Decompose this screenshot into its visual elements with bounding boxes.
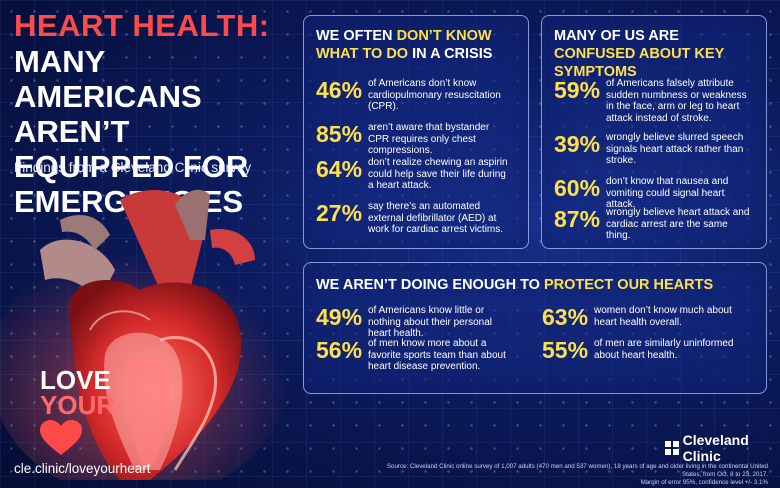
love-your-heart-logo: LOVE YOUR	[40, 365, 116, 456]
stat-row: 27% say there’s an automated external de…	[316, 201, 513, 236]
stat-text: wrongly believe slurred speech signals h…	[606, 132, 744, 166]
source-line-2: Margin of error 95%, confidence level +/…	[640, 479, 768, 486]
stat-text: wrongly believe heart attack and cardiac…	[606, 207, 750, 241]
stat-percent: 87%	[554, 206, 601, 232]
stat-percent: 46%	[316, 77, 363, 103]
stat-text: don’t realize chewing an aspirin could h…	[368, 157, 508, 191]
heading-highlight: CONFUSED ABOUT KEY SYMPTOMS	[554, 46, 724, 80]
stat-percent: 64%	[316, 156, 363, 182]
stat-percent: 56%	[316, 337, 363, 363]
stat-percent: 55%	[542, 337, 589, 363]
stat-row: 55% of men are similarly uninformed abou…	[542, 338, 739, 362]
website-link[interactable]: cle.clinic/loveyourheart	[14, 461, 151, 476]
love-label: LOVE	[40, 365, 111, 395]
stat-row: 46% of Americans don’t know cardiopulmon…	[316, 78, 513, 113]
heading-highlight: PROTECT OUR HEARTS	[543, 277, 714, 293]
cleveland-clinic-logo-icon	[665, 441, 679, 455]
stat-percent: 49%	[316, 304, 363, 330]
stat-percent: 63%	[542, 304, 589, 330]
stat-row: 56% of men know more about a favorite sp…	[316, 338, 516, 373]
stat-percent: 27%	[316, 200, 363, 226]
panel-crisis: WE OFTEN DON’T KNOW WHAT TO DO IN A CRIS…	[303, 15, 529, 249]
stat-text: of Americans know little or nothing abou…	[368, 305, 492, 339]
stat-text: say there’s an automated external defibr…	[368, 201, 504, 235]
stat-text: of Americans falsely attribute sudden nu…	[606, 78, 747, 124]
stat-row: 87% wrongly believe heart attack and car…	[554, 207, 754, 242]
cleveland-clinic-logo: Cleveland Clinic	[665, 432, 780, 464]
heading-text: MANY OF US ARE	[554, 28, 679, 44]
title-line-1: HEART HEALTH:	[14, 8, 270, 43]
subtitle: Findings from a Cleveland Clinic survey	[14, 160, 252, 175]
heart-icon	[40, 420, 82, 455]
stat-row: 39% wrongly believe slurred speech signa…	[554, 132, 754, 167]
stat-text: of men are similarly uninformed about he…	[594, 338, 734, 361]
panel-crisis-heading: WE OFTEN DON’T KNOW WHAT TO DO IN A CRIS…	[316, 27, 521, 63]
stat-row: 64% don’t realize chewing an aspirin cou…	[316, 157, 513, 192]
stat-row: 60% don’t know that nausea and vomiting …	[554, 176, 754, 211]
source-line-1: Source: Cleveland Clinic online survey o…	[386, 463, 768, 478]
stat-row: 63% women don’t know much about heart he…	[542, 305, 739, 329]
stat-row: 59% of Americans falsely attribute sudde…	[554, 78, 754, 124]
panel-symptoms-heading: MANY OF US ARE CONFUSED ABOUT KEY SYMPTO…	[554, 27, 759, 81]
heading-text-end: IN A CRISIS	[408, 46, 493, 62]
stat-row: 85% aren’t aware that bystander CPR requ…	[316, 122, 513, 157]
stat-text: don’t know that nausea and vomiting coul…	[606, 176, 729, 210]
panel-symptoms: MANY OF US ARE CONFUSED ABOUT KEY SYMPTO…	[541, 15, 767, 249]
stat-percent: 39%	[554, 131, 601, 157]
stat-text: aren’t aware that bystander CPR requires…	[368, 122, 490, 156]
heading-text: WE OFTEN	[316, 28, 397, 44]
heading-text: WE AREN’T DOING ENOUGH TO	[316, 277, 544, 293]
stat-percent: 60%	[554, 175, 601, 201]
stat-percent: 59%	[554, 77, 601, 103]
stat-text: women don’t know much about heart health…	[594, 305, 732, 328]
panel-protect: WE AREN’T DOING ENOUGH TO PROTECT OUR HE…	[303, 262, 767, 394]
panel-protect-heading: WE AREN’T DOING ENOUGH TO PROTECT OUR HE…	[316, 276, 756, 294]
stat-row: 49% of Americans know little or nothing …	[316, 305, 516, 340]
heading-highlight: DON’T KNOW WHAT TO DO	[316, 28, 492, 62]
stat-text: of men know more about a favorite sports…	[368, 338, 506, 372]
stat-percent: 85%	[316, 121, 363, 147]
source-note: Source: Cleveland Clinic online survey o…	[372, 463, 768, 487]
logo-name: Cleveland Clinic	[682, 432, 749, 464]
stat-text: of Americans don’t know cardiopulmonary …	[368, 78, 501, 112]
your-label: YOUR	[40, 390, 116, 420]
